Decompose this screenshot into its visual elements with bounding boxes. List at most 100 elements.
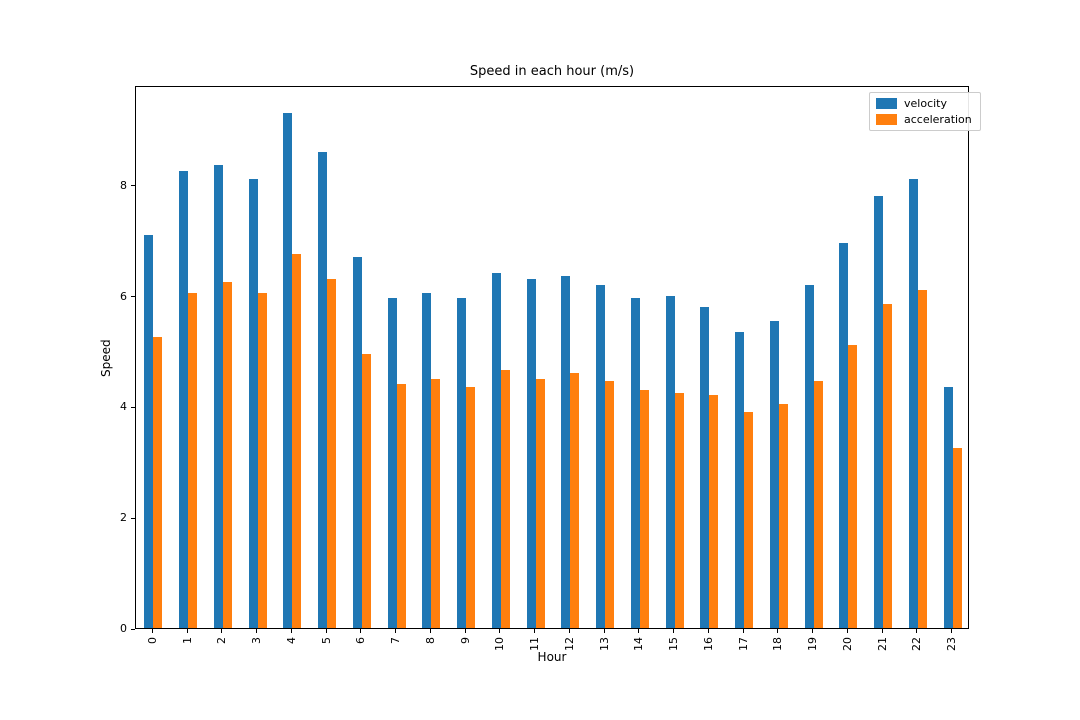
bar-acceleration-hour-9 <box>466 387 476 628</box>
legend-entry-acceleration: acceleration <box>876 113 972 126</box>
chart-title: Speed in each hour (m/s) <box>469 64 635 79</box>
bar-velocity-hour-2 <box>213 165 223 628</box>
x-tick-label: 2 <box>215 637 229 644</box>
bar-velocity-hour-0 <box>144 234 154 628</box>
legend-entry-velocity: velocity <box>876 97 972 110</box>
x-tick-mark <box>360 629 362 633</box>
bar-acceleration-hour-7 <box>396 384 406 628</box>
bar-velocity-hour-8 <box>422 292 432 628</box>
x-axis-label: Hour <box>537 650 567 664</box>
bar-acceleration-hour-11 <box>535 378 545 628</box>
x-tick-mark <box>325 629 327 633</box>
bar-velocity-hour-16 <box>700 306 710 628</box>
plot-area <box>135 86 969 629</box>
x-tick-label: 8 <box>423 637 437 644</box>
bar-velocity-hour-10 <box>491 273 501 628</box>
bar-acceleration-hour-4 <box>292 254 302 628</box>
x-tick-label: 9 <box>458 637 472 644</box>
x-tick-label: 1 <box>180 637 194 644</box>
bar-velocity-hour-7 <box>387 298 397 628</box>
x-tick-mark <box>395 629 397 633</box>
x-tick-label: 7 <box>389 637 403 644</box>
x-tick-mark <box>429 629 431 633</box>
x-tick-mark <box>186 629 188 633</box>
y-tick-label: 2 <box>120 511 127 525</box>
x-tick-mark <box>256 629 258 633</box>
x-tick-mark <box>951 629 953 633</box>
bar-velocity-hour-5 <box>318 151 328 628</box>
x-tick-label: 18 <box>771 637 785 651</box>
x-tick-mark <box>151 629 153 633</box>
y-tick-label: 4 <box>120 400 127 414</box>
bar-velocity-hour-21 <box>874 195 884 628</box>
y-tick-label: 8 <box>120 178 127 192</box>
y-tick-mark <box>131 628 135 630</box>
bar-velocity-hour-11 <box>526 278 536 628</box>
x-tick-mark <box>881 629 883 633</box>
x-tick-mark <box>777 629 779 633</box>
x-tick-label: 21 <box>875 637 889 651</box>
bar-velocity-hour-12 <box>561 276 571 628</box>
x-tick-label: 20 <box>840 637 854 651</box>
y-tick-label: 0 <box>120 622 127 635</box>
x-tick-label: 14 <box>632 637 646 651</box>
x-tick-mark <box>534 629 536 633</box>
legend-label-acceleration: acceleration <box>904 113 972 126</box>
bar-acceleration-hour-3 <box>257 292 267 628</box>
x-tick-label: 6 <box>354 637 368 644</box>
y-tick-label: 6 <box>120 289 127 303</box>
bar-acceleration-hour-18 <box>778 403 788 628</box>
bar-acceleration-hour-20 <box>848 345 858 628</box>
x-tick-mark <box>464 629 466 633</box>
bar-velocity-hour-19 <box>804 284 814 628</box>
bar-acceleration-hour-10 <box>500 370 510 628</box>
bar-velocity-hour-13 <box>596 284 606 628</box>
x-tick-mark <box>290 629 292 633</box>
y-axis-label: Speed <box>99 339 113 377</box>
x-tick-mark <box>916 629 918 633</box>
bar-acceleration-hour-6 <box>361 353 371 628</box>
x-tick-label: 22 <box>910 637 924 651</box>
x-tick-mark <box>603 629 605 633</box>
bar-acceleration-hour-23 <box>952 447 962 628</box>
x-tick-label: 4 <box>284 637 298 644</box>
bar-velocity-hour-15 <box>665 295 675 628</box>
bar-velocity-hour-23 <box>943 387 953 628</box>
bar-acceleration-hour-13 <box>605 381 615 628</box>
bar-acceleration-hour-8 <box>431 378 441 628</box>
x-tick-label: 16 <box>701 637 715 651</box>
y-tick-mark <box>131 517 135 519</box>
bar-velocity-hour-1 <box>179 170 189 628</box>
bar-velocity-hour-20 <box>839 242 849 628</box>
x-tick-label: 5 <box>319 637 333 644</box>
bar-velocity-hour-17 <box>735 331 745 628</box>
legend-swatch-acceleration <box>876 114 897 125</box>
x-tick-label: 12 <box>562 637 576 651</box>
y-tick-mark <box>131 296 135 298</box>
x-tick-label: 10 <box>493 637 507 651</box>
bar-acceleration-hour-15 <box>674 392 684 628</box>
y-tick-mark <box>131 185 135 187</box>
x-tick-mark <box>673 629 675 633</box>
bar-velocity-hour-18 <box>769 320 779 628</box>
x-tick-mark <box>638 629 640 633</box>
x-tick-label: 15 <box>667 637 681 651</box>
bar-acceleration-hour-16 <box>709 395 719 628</box>
x-tick-mark <box>812 629 814 633</box>
x-tick-label: 13 <box>597 637 611 651</box>
x-tick-label: 0 <box>145 637 159 644</box>
x-tick-mark <box>742 629 744 633</box>
bar-acceleration-hour-2 <box>222 281 232 628</box>
bar-acceleration-hour-17 <box>744 411 754 628</box>
legend: velocity acceleration <box>869 92 981 131</box>
bar-velocity-hour-4 <box>283 112 293 628</box>
bar-acceleration-hour-22 <box>917 290 927 628</box>
bar-acceleration-hour-14 <box>639 389 649 628</box>
x-tick-label: 17 <box>736 637 750 651</box>
x-tick-mark <box>846 629 848 633</box>
bar-acceleration-hour-19 <box>813 381 823 628</box>
x-tick-mark <box>707 629 709 633</box>
bar-velocity-hour-14 <box>630 298 640 628</box>
bar-acceleration-hour-12 <box>570 373 580 628</box>
